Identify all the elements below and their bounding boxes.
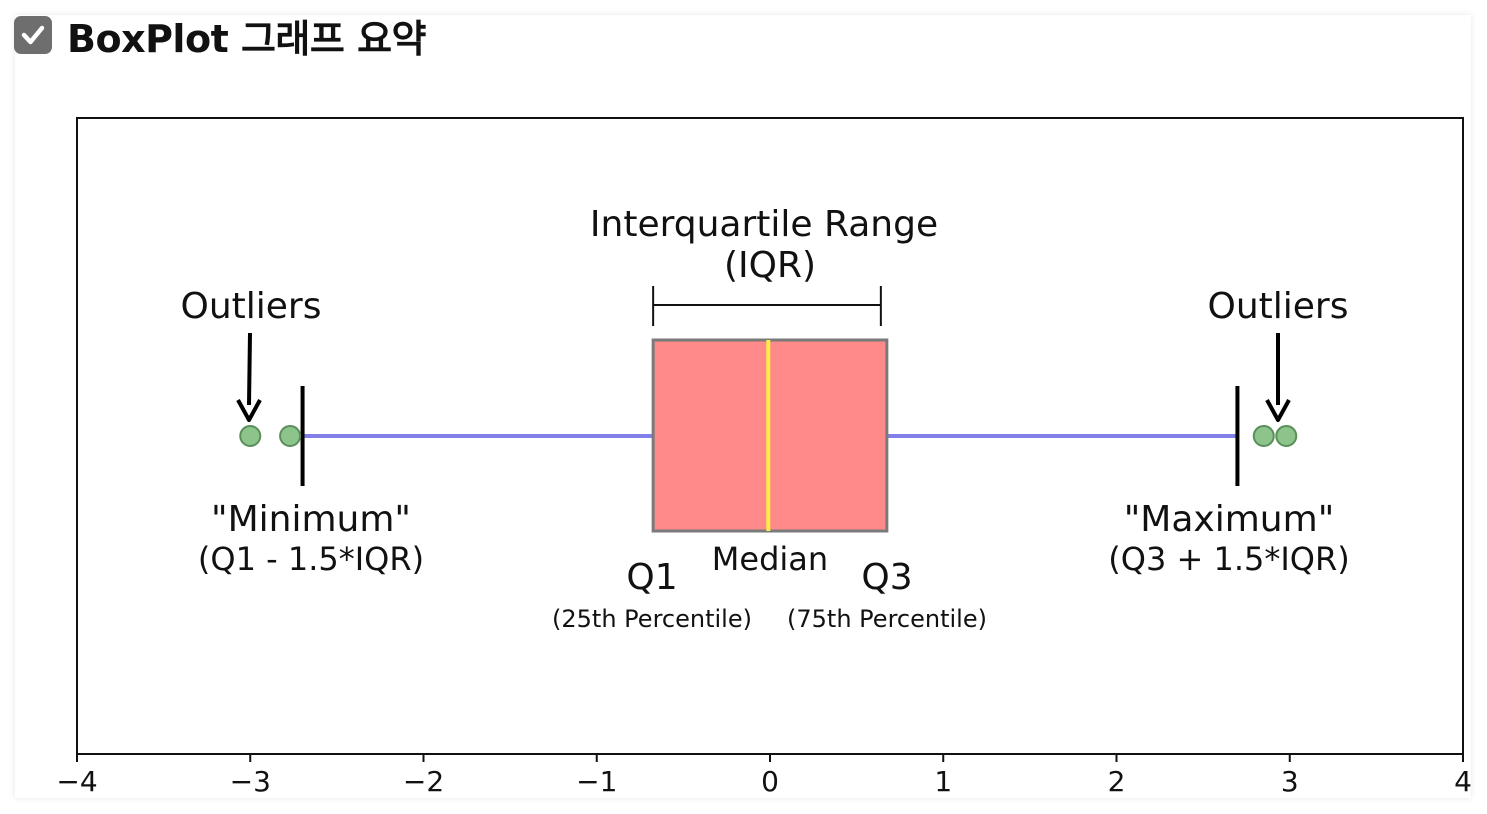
minimum-formula: (Q1 - 1.5*IQR) [198,540,424,578]
maximum-formula: (Q3 + 1.5*IQR) [1108,540,1349,578]
arrow-right-icon [1265,333,1291,422]
x-tick-label: −3 [230,765,271,798]
outlier-point [239,425,262,447]
q1-sublabel: (25th Percentile) [552,605,752,633]
outlier-point [1252,425,1275,447]
outlier-point [1275,425,1298,447]
x-tick-label: −2 [403,765,444,798]
x-tick-label: 2 [1108,765,1126,798]
page-title: BoxPlot 그래프 요약 [67,16,427,61]
x-tick-label: −4 [56,765,97,798]
outliers-label-left: Outliers [181,286,322,327]
outliers-label-right: Outliers [1208,286,1349,327]
x-tick-label: 1 [934,765,952,798]
q3-label: Q3 [861,557,912,598]
q1-label: Q1 [626,557,677,598]
checked-checkbox-icon [14,16,52,54]
q3-sublabel: (75th Percentile) [787,605,987,633]
x-tick-label: 4 [1454,765,1472,798]
x-tick-label: −1 [576,765,617,798]
iqr-label: Interquartile Range [590,204,938,245]
arrow-left-icon [236,332,262,422]
x-tick-label: 3 [1281,765,1299,798]
page-header: BoxPlot 그래프 요약 [14,10,427,61]
minimum-label: "Minimum" [211,499,411,540]
x-axis: −4 −3 −2 −1 0 1 2 3 4 [56,754,1472,798]
outlier-point [279,425,302,447]
outliers [239,425,1298,447]
iqr-label-abbrev: (IQR) [724,245,816,286]
x-tick-label: 0 [761,765,779,798]
median-label: Median [712,540,828,578]
maximum-label: "Maximum" [1124,499,1335,540]
